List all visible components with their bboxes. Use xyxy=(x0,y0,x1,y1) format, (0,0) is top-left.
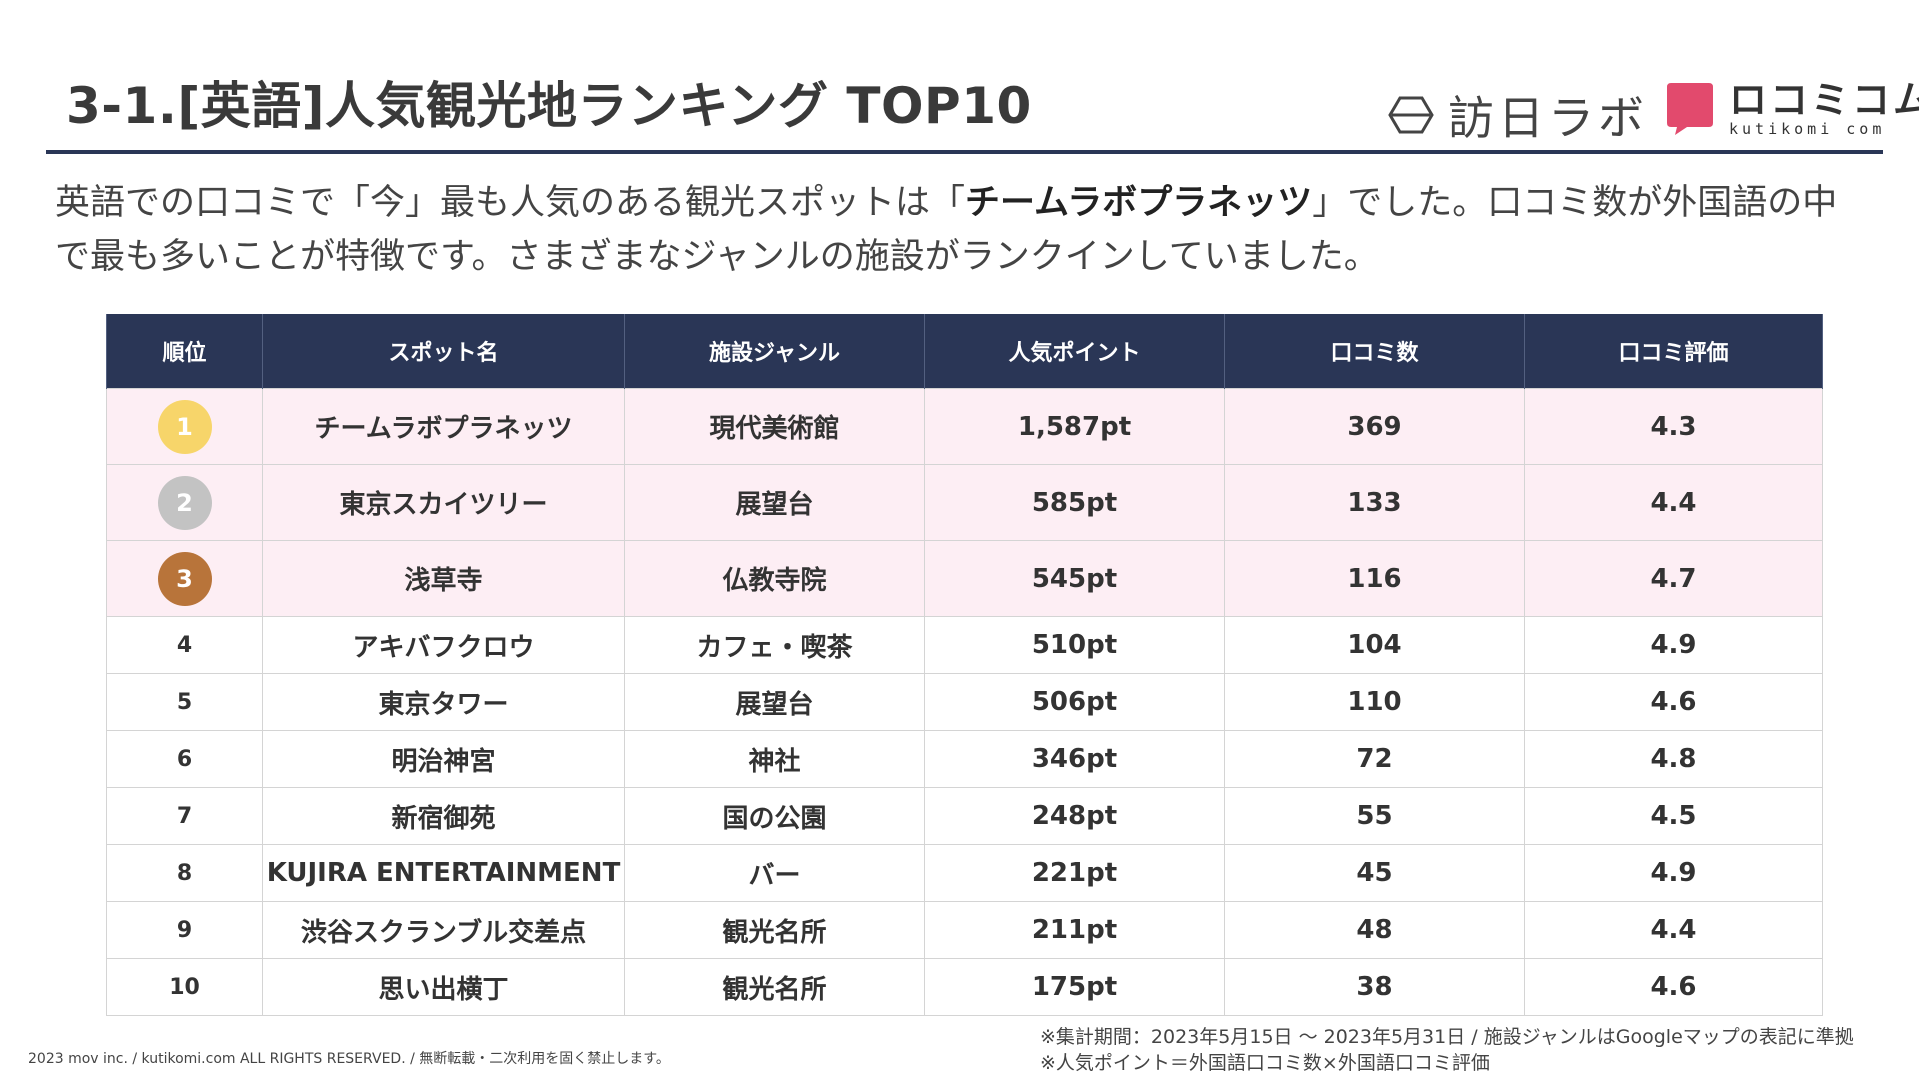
rating-cell: 4.9 xyxy=(1524,844,1823,902)
table-row: 1 チームラボプラネッツ 現代美術館 1,587pt 369 4.3 xyxy=(106,388,1823,465)
points-cell: 506pt xyxy=(924,673,1225,731)
rank-cell: 5 xyxy=(106,673,263,731)
rank-cell: 7 xyxy=(106,787,263,845)
table-header-row: 順位 スポット名 施設ジャンル 人気ポイント 口コミ数 口コミ評価 xyxy=(106,314,1823,389)
ranking-table: 順位 スポット名 施設ジャンル 人気ポイント 口コミ数 口コミ評価 1 チームラ… xyxy=(106,314,1823,1016)
table-row: 10 思い出横丁 観光名所 175pt 38 4.6 xyxy=(106,958,1823,1016)
rating-cell: 4.7 xyxy=(1524,540,1823,617)
lead-text-emphasis: チームラボプラネッツ xyxy=(965,183,1313,223)
genre-cell: 現代美術館 xyxy=(624,388,925,465)
table-row: 6 明治神宮 神社 346pt 72 4.8 xyxy=(106,730,1823,788)
genre-cell: 国の公園 xyxy=(624,787,925,845)
rank-cell: 10 xyxy=(106,958,263,1016)
points-cell: 510pt xyxy=(924,616,1225,674)
genre-cell: 展望台 xyxy=(624,464,925,541)
reviews-cell: 104 xyxy=(1224,616,1525,674)
rating-cell: 4.6 xyxy=(1524,958,1823,1016)
column-header-genre: 施設ジャンル xyxy=(624,314,925,389)
genre-cell: 神社 xyxy=(624,730,925,788)
points-cell: 211pt xyxy=(924,901,1225,959)
spot-cell: KUJIRA ENTERTAINMENT xyxy=(262,844,625,902)
column-header-rank: 順位 xyxy=(106,314,263,389)
points-cell: 175pt xyxy=(924,958,1225,1016)
copyright-text: 2023 mov inc. / kutikomi.com ALL RIGHTS … xyxy=(28,1051,670,1067)
rating-cell: 4.4 xyxy=(1524,901,1823,959)
spot-cell: アキバフクロウ xyxy=(262,616,625,674)
spot-cell: 新宿御苑 xyxy=(262,787,625,845)
rating-cell: 4.9 xyxy=(1524,616,1823,674)
spot-cell: 浅草寺 xyxy=(262,540,625,617)
lead-paragraph: 英語での口コミで「今」最も人気のある観光スポットは「チームラボプラネッツ」でした… xyxy=(55,176,1855,284)
reviews-cell: 116 xyxy=(1224,540,1525,617)
table-row: 9 渋谷スクランブル交差点 観光名所 211pt 48 4.4 xyxy=(106,901,1823,959)
reviews-cell: 55 xyxy=(1224,787,1525,845)
footnote-points-formula: ※人気ポイント＝外国語口コミ数×外国語口コミ評価 xyxy=(1040,1052,1490,1074)
title-divider xyxy=(46,150,1883,154)
table-row: 4 アキバフクロウ カフェ・喫茶 510pt 104 4.9 xyxy=(106,616,1823,674)
reviews-cell: 133 xyxy=(1224,464,1525,541)
column-header-points: 人気ポイント xyxy=(924,314,1225,389)
kutikomi-logo-text: ロコミコム xyxy=(1729,78,1919,122)
spot-cell: 東京スカイツリー xyxy=(262,464,625,541)
table-row: 3 浅草寺 仏教寺院 545pt 116 4.7 xyxy=(106,540,1823,617)
reviews-cell: 110 xyxy=(1224,673,1525,731)
rating-cell: 4.5 xyxy=(1524,787,1823,845)
rank-cell: 4 xyxy=(106,616,263,674)
hexagon-logo-icon xyxy=(1388,96,1434,134)
page-title: 3-1.[英語]人気観光地ランキング TOP10 xyxy=(66,77,1032,135)
genre-cell: 展望台 xyxy=(624,673,925,731)
genre-cell: バー xyxy=(624,844,925,902)
table-row: 8 KUJIRA ENTERTAINMENT バー 221pt 45 4.9 xyxy=(106,844,1823,902)
rating-cell: 4.3 xyxy=(1524,388,1823,465)
houjin-lab-logo-text: 訪日ラボ xyxy=(1448,91,1648,145)
table-row: 2 東京スカイツリー 展望台 585pt 133 4.4 xyxy=(106,464,1823,541)
reviews-cell: 38 xyxy=(1224,958,1525,1016)
houjin-lab-logo: 訪日ラボ xyxy=(1388,82,1648,148)
genre-cell: カフェ・喫茶 xyxy=(624,616,925,674)
lead-text-before: 英語での口コミで「今」最も人気のある観光スポットは「 xyxy=(55,183,966,223)
column-header-reviews: 口コミ数 xyxy=(1224,314,1525,389)
rating-cell: 4.8 xyxy=(1524,730,1823,788)
genre-cell: 観光名所 xyxy=(624,958,925,1016)
reviews-cell: 72 xyxy=(1224,730,1525,788)
speech-bubble-logo-icon xyxy=(1667,83,1713,135)
spot-cell: 東京タワー xyxy=(262,673,625,731)
bronze-medal-badge: 3 xyxy=(157,551,212,606)
points-cell: 221pt xyxy=(924,844,1225,902)
rating-cell: 4.4 xyxy=(1524,464,1823,541)
spot-cell: 明治神宮 xyxy=(262,730,625,788)
points-cell: 545pt xyxy=(924,540,1225,617)
column-header-spot: スポット名 xyxy=(262,314,625,389)
rank-cell: 1 xyxy=(106,388,263,465)
table-row: 7 新宿御苑 国の公園 248pt 55 4.5 xyxy=(106,787,1823,845)
gold-medal-badge: 1 xyxy=(157,399,212,454)
rank-cell: 9 xyxy=(106,901,263,959)
reviews-cell: 45 xyxy=(1224,844,1525,902)
column-header-rating: 口コミ評価 xyxy=(1524,314,1823,389)
kutikomi-logo-subtext: kutikomi com xyxy=(1729,120,1886,138)
points-cell: 346pt xyxy=(924,730,1225,788)
genre-cell: 仏教寺院 xyxy=(624,540,925,617)
spot-cell: 渋谷スクランブル交差点 xyxy=(262,901,625,959)
rank-cell: 2 xyxy=(106,464,263,541)
rank-cell: 8 xyxy=(106,844,263,902)
table-row: 5 東京タワー 展望台 506pt 110 4.6 xyxy=(106,673,1823,731)
points-cell: 1,587pt xyxy=(924,388,1225,465)
reviews-cell: 48 xyxy=(1224,901,1525,959)
rating-cell: 4.6 xyxy=(1524,673,1823,731)
spot-cell: チームラボプラネッツ xyxy=(262,388,625,465)
lead-text-after: 」でした。口コミ数が外国語の中で最も多いことが特徴です。さまざまなジャンルの施設… xyxy=(55,183,1838,277)
silver-medal-badge: 2 xyxy=(157,475,212,530)
points-cell: 585pt xyxy=(924,464,1225,541)
spot-cell: 思い出横丁 xyxy=(262,958,625,1016)
footnote-period: ※集計期間：2023年5月15日 〜 2023年5月31日 / 施設ジャンルはG… xyxy=(1040,1026,1854,1048)
rank-cell: 6 xyxy=(106,730,263,788)
reviews-cell: 369 xyxy=(1224,388,1525,465)
points-cell: 248pt xyxy=(924,787,1225,845)
kutikomi-logo: ロコミコム kutikomi com xyxy=(1665,80,1919,138)
rank-cell: 3 xyxy=(106,540,263,617)
genre-cell: 観光名所 xyxy=(624,901,925,959)
